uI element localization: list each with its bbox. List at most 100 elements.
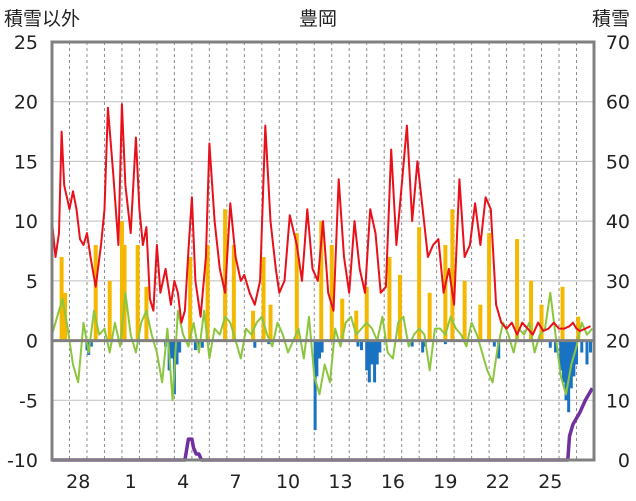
right-axis-title: 積雪 [592, 8, 630, 30]
precipitation-bar [193, 340, 197, 351]
precipitation-bar [585, 340, 589, 365]
right-tick-label: 50 [606, 151, 630, 173]
sunshine-bar [487, 233, 492, 341]
left-tick-label: 0 [26, 331, 38, 353]
right-tick-label: 60 [606, 92, 630, 114]
sunshine-bar [319, 221, 324, 341]
sunshine-bar [364, 286, 369, 341]
precipitation-bar [561, 340, 565, 383]
left-tick-label: -5 [19, 390, 38, 412]
precipitation-bar [373, 340, 377, 383]
right-tick-label: 10 [606, 390, 630, 412]
sunshine-bar [515, 239, 520, 341]
x-tick-label: 4 [177, 471, 189, 493]
sunshine-bar [427, 292, 432, 341]
sunshine-bar [397, 274, 402, 341]
sunshine-bar [539, 304, 544, 341]
right-tick-label: 70 [606, 32, 630, 54]
precipitation-bar [200, 340, 204, 348]
sunshine-bar [261, 256, 266, 341]
plot-area [51, 103, 594, 462]
precipitation-bar [375, 340, 379, 365]
chart-title: 豊岡 [299, 8, 337, 30]
precipitation-bar [443, 340, 447, 345]
left-tick-label: -10 [7, 450, 38, 472]
temperature-line [51, 103, 591, 336]
right-tick-label: 0 [618, 450, 630, 472]
sunshine-bar [462, 280, 467, 341]
x-tick-label: 16 [381, 471, 405, 493]
precipitation-bar [559, 340, 563, 371]
left-tick-label: 5 [26, 271, 38, 293]
precipitation-bar [378, 340, 382, 353]
precipitation-bar [315, 340, 319, 377]
sunshine-bar [387, 256, 392, 341]
precipitation-bar [492, 340, 496, 347]
x-tick-label: 22 [486, 471, 510, 493]
sunshine-bar [223, 209, 228, 341]
precipitation-bar [548, 340, 552, 348]
sunshine-bar [478, 304, 483, 341]
x-tick-label: 25 [538, 471, 562, 493]
sunshine-bar [417, 227, 422, 341]
sunshine-bar [231, 245, 236, 341]
right-tick-label: 30 [606, 271, 630, 293]
precipitation-bar [267, 340, 271, 345]
sunshine-bar [205, 245, 210, 341]
sunshine-bar [443, 245, 448, 341]
sunshine-bar [135, 245, 140, 341]
sunshine-bar [294, 233, 299, 341]
precipitation-bar [178, 340, 182, 353]
sunshine-bar [354, 310, 359, 341]
precipitation-bar [554, 340, 558, 353]
x-tick-label: 13 [328, 471, 352, 493]
precipitation-bar [575, 340, 579, 365]
precipitation-bar [365, 340, 369, 371]
precipitation-bar [318, 340, 322, 359]
precipitation-bar [253, 340, 257, 348]
x-tick-label: 28 [66, 471, 90, 493]
precipitation-bar [564, 340, 568, 401]
sunshine-bar [340, 298, 345, 341]
precipitation-bar [410, 340, 414, 347]
precipitation-bar [197, 340, 201, 347]
precipitation-bar [359, 340, 363, 351]
sunshine-bar [329, 245, 334, 341]
left-tick-label: 10 [14, 211, 38, 233]
x-tick-label: 19 [433, 471, 457, 493]
sunshine-bar [450, 209, 455, 341]
left-tick-label: 20 [14, 92, 38, 114]
grid [52, 41, 594, 461]
x-tick-label: 10 [276, 471, 300, 493]
precipitation-bar [370, 340, 374, 365]
sunshine-bar [560, 286, 565, 341]
temp-anomaly-line [51, 291, 594, 402]
precipitation-bar [589, 340, 593, 353]
sunshine-bar [188, 256, 193, 341]
precipitation-bar [497, 340, 501, 359]
left-tick-label: 15 [14, 151, 38, 173]
precipitation-bar [313, 340, 317, 431]
precipitation-bar [170, 340, 174, 359]
plot-frame [50, 40, 596, 462]
x-tick-label: 7 [230, 471, 242, 493]
sunshine-bar [529, 280, 534, 341]
sunshine-bar [93, 245, 98, 341]
precipitation-bar [367, 340, 371, 383]
precipitation-bar [356, 340, 360, 347]
sunshine-bar [107, 280, 112, 341]
right-tick-label: 20 [606, 331, 630, 353]
precipitation-bar [175, 340, 179, 365]
sunshine-bar [251, 310, 256, 341]
precipitation-bar [580, 340, 584, 353]
left-axis-title: 積雪以外 [4, 8, 80, 30]
precipitation-bar [320, 340, 324, 353]
x-tick-label: 1 [125, 471, 137, 493]
right-tick-label: 40 [606, 211, 630, 233]
precipitation-bar [421, 340, 425, 353]
left-tick-label: 25 [14, 32, 38, 54]
precipitation-bar [89, 340, 93, 347]
sunshine-bar [268, 304, 273, 341]
